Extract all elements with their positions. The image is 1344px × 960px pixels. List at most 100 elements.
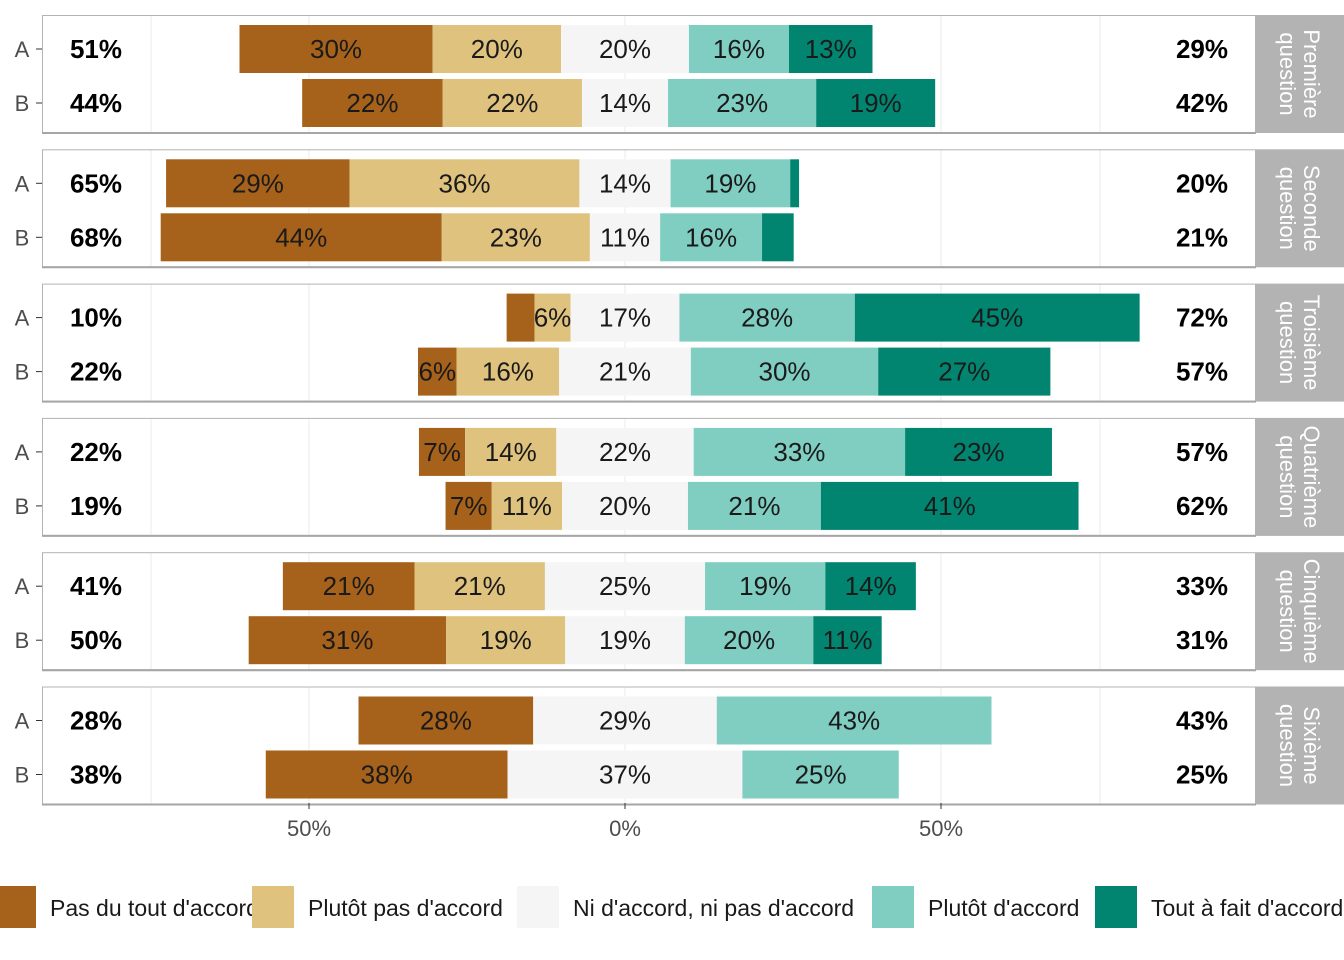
- segment-label: 16%: [482, 357, 534, 387]
- segment-label: 21%: [728, 491, 780, 521]
- bar-segment: [693, 427, 906, 476]
- panel-6: 28% 29% 43% A 28% 43% 38% 37% 25% B 38% 25% Sixièmeq…: [15, 686, 1344, 806]
- bar-segment: [491, 481, 563, 530]
- segment-label: 6%: [534, 303, 572, 333]
- segment-label: 7%: [423, 437, 461, 467]
- bar-segment: [160, 213, 442, 262]
- bar-segment: [581, 79, 669, 127]
- legend-swatch: [1095, 886, 1137, 928]
- left-total: 10%: [70, 303, 122, 333]
- facet-title-line: question: [1275, 167, 1300, 250]
- bar-segment: [790, 159, 800, 208]
- legend-swatch: [872, 886, 914, 928]
- bar-segment: [282, 562, 415, 611]
- segment-label: 23%: [716, 88, 768, 118]
- legend-label: Tout à fait d'accord: [1151, 895, 1343, 921]
- legend-label: Ni d'accord, ni pas d'accord: [573, 895, 854, 921]
- panel-2: 29% 36% 14% 19% A 65% 20% 44% 23% 11% 16% B 68% 21% Se…: [15, 149, 1344, 269]
- segment-label: 20%: [599, 34, 651, 64]
- segment-label: 11%: [502, 491, 552, 521]
- panel-5: 21% 21% 25% 19% 14% A 41% 33% 31% 19% 19% 20% 11% B 50…: [15, 552, 1344, 672]
- row-label: B: [15, 763, 30, 788]
- bar-segment: [690, 347, 879, 396]
- bar-segment: [679, 293, 855, 342]
- x-tick-label: 0%: [609, 816, 641, 841]
- row-label: A: [15, 306, 30, 331]
- segment-label: 20%: [723, 625, 775, 655]
- bar-segment: [533, 696, 717, 745]
- right-total: 21%: [1176, 222, 1228, 252]
- bar-segment: [687, 481, 821, 530]
- facet-title-line: question: [1275, 704, 1300, 787]
- segment-label: 37%: [599, 760, 651, 790]
- segment-label: 22%: [486, 88, 538, 118]
- segment-label: 14%: [599, 88, 651, 118]
- bar-segment: [248, 616, 447, 665]
- row-label: A: [15, 574, 30, 599]
- segment-label: 17%: [599, 303, 651, 333]
- segment-label: 19%: [850, 88, 902, 118]
- bar-segment: [445, 481, 492, 530]
- right-total: 20%: [1176, 168, 1228, 198]
- facet-title-line: Quatrième: [1299, 426, 1324, 529]
- bar-segment: [668, 79, 817, 127]
- facet-strip: [1256, 686, 1344, 805]
- x-axis: 50% 0% 50%: [287, 803, 963, 841]
- bar-segment: [716, 696, 992, 745]
- panel-3: 6% 17% 28% 45%A 10% 72%6% 16% 21% 30% 27%B 22% 57% T…: [15, 283, 1344, 403]
- bar-segment: [239, 25, 433, 73]
- facet-strip: [1256, 149, 1344, 268]
- bar-segment: [589, 213, 661, 262]
- row-label: B: [15, 494, 30, 519]
- left-total: 22%: [70, 437, 122, 467]
- legend-swatch: [252, 886, 294, 928]
- segment-label: 13%: [805, 34, 857, 64]
- legend-label: Plutôt d'accord: [928, 895, 1079, 921]
- bar-segment: [556, 427, 694, 476]
- bar-segment: [878, 347, 1051, 396]
- facet-title-line: Sixième: [1299, 706, 1324, 784]
- bar-segment: [905, 427, 1052, 476]
- bar-segment: [559, 347, 691, 396]
- bar-segment: [358, 696, 534, 745]
- bar-segment: [670, 159, 791, 208]
- right-total: 42%: [1176, 88, 1228, 118]
- panel-4: 7% 14% 22% 33% 23% A 22% 57% 7% 11% 20% 21% 41% B 19% 6…: [15, 417, 1344, 537]
- segment-label: 19%: [704, 168, 756, 198]
- facet-title-line: Première: [1299, 29, 1324, 118]
- facet-title-line: question: [1275, 32, 1300, 115]
- row-label: A: [15, 37, 30, 62]
- segment-label: 29%: [232, 168, 284, 198]
- bar-segment: [579, 159, 671, 208]
- left-total: 68%: [70, 222, 122, 252]
- segment-label: 7%: [450, 491, 488, 521]
- segment-label: 22%: [346, 88, 398, 118]
- right-total: 33%: [1176, 571, 1228, 601]
- bar-segment: [534, 293, 571, 342]
- segment-label: 30%: [310, 34, 362, 64]
- right-total: 25%: [1176, 760, 1228, 790]
- bar-segment: [507, 750, 743, 799]
- segment-label: 43%: [828, 706, 880, 736]
- segment-label: 25%: [599, 571, 651, 601]
- segment-label: 20%: [471, 34, 523, 64]
- segment-label: 22%: [599, 437, 651, 467]
- left-total: 22%: [70, 357, 122, 387]
- legend-swatch: [0, 886, 36, 928]
- segment-label: 36%: [439, 168, 491, 198]
- bar-segment: [302, 79, 443, 127]
- bar-segment: [565, 616, 685, 665]
- bar-segment: [456, 347, 560, 396]
- bar-segment: [688, 25, 789, 73]
- bar-segment: [705, 562, 826, 611]
- segment-label: 16%: [685, 222, 737, 252]
- bar-segment: [570, 293, 680, 342]
- segment-label: 14%: [845, 571, 897, 601]
- x-tick-label: 50%: [287, 816, 331, 841]
- bar-segment: [265, 750, 508, 799]
- facet-title-line: question: [1275, 301, 1300, 384]
- row-label: B: [15, 360, 30, 385]
